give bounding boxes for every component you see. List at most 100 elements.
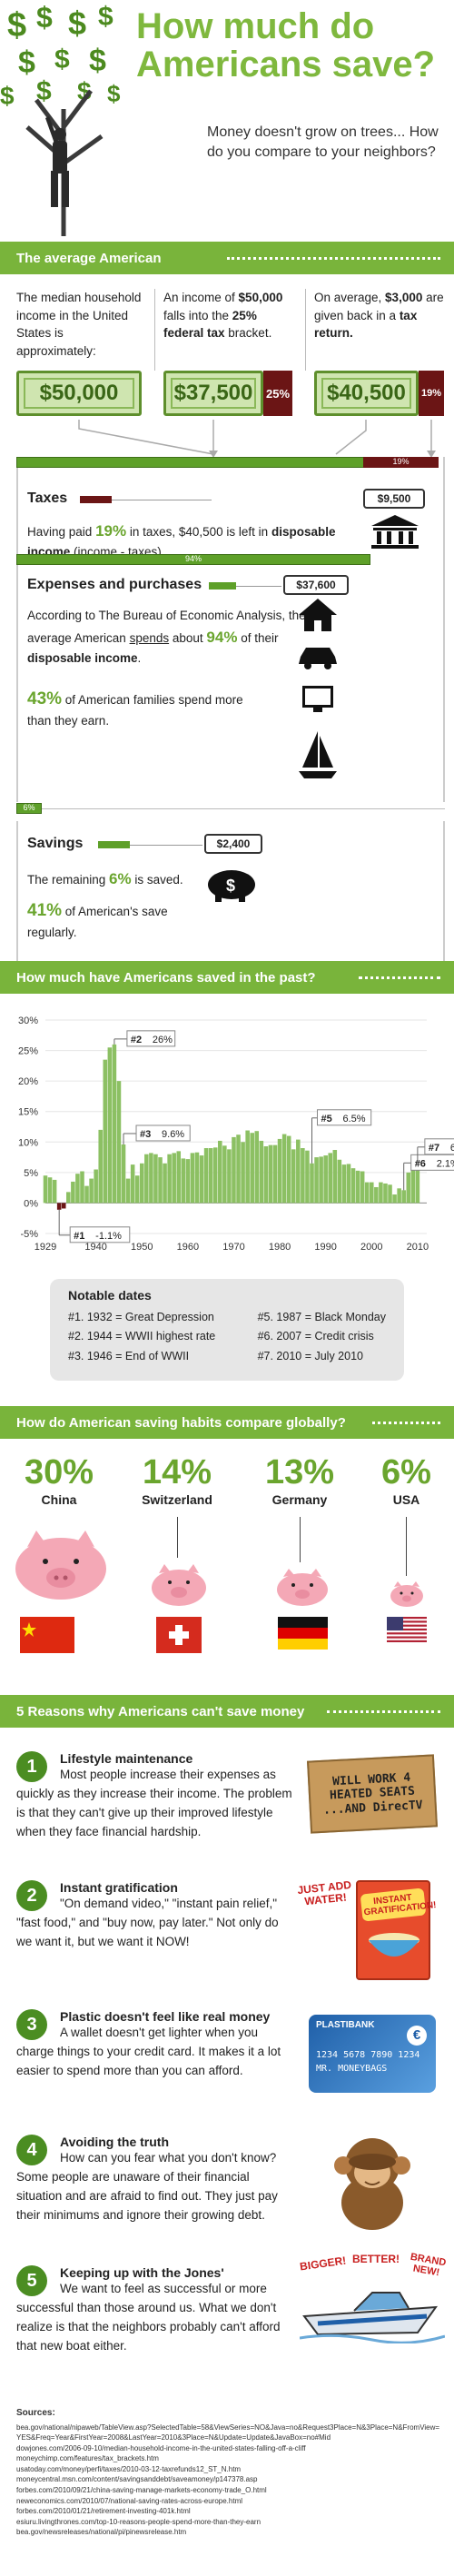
flow-arrows <box>78 420 436 458</box>
data-bar <box>328 1153 333 1204</box>
data-bar <box>350 1168 356 1204</box>
data-bar <box>98 1129 103 1204</box>
source-line: usatoday.com/money/perfi/taxes/2010-03-1… <box>16 2464 242 2473</box>
sources-title: Sources: <box>16 2408 55 2418</box>
y-tick-label: 20% <box>18 1076 38 1087</box>
pig-large-icon <box>15 1531 106 1600</box>
savings-history-chart: 30% 25% 20% 15% 10% 5% 0% -5% 1929 1940 1950 1960 19… <box>18 1016 454 1253</box>
savings-mini-bar <box>98 841 130 848</box>
tv-icon <box>302 686 333 712</box>
sign-text: WILL WORK 4 HEATED SEATS ...AND DirecTV <box>322 1770 423 1818</box>
sailboat-icon <box>299 731 337 778</box>
svg-text:$: $ <box>0 82 15 110</box>
reason-number: 1 <box>16 1751 47 1782</box>
country-rate: 6% <box>381 1453 431 1491</box>
section-global-header: How do American saving habits compare gl… <box>0 1406 454 1439</box>
reason-title: Lifestyle maintenance <box>60 1751 193 1766</box>
data-bar <box>194 1152 200 1204</box>
card-name: MR. MONEYBAGS <box>316 2064 388 2074</box>
savings-stat: 41% of American's save regularly. <box>27 901 168 940</box>
taxes-amount-tag: $9,500 <box>363 489 425 509</box>
card-number: 1234 5678 7890 1234 <box>316 2050 420 2060</box>
annotation-box <box>410 1154 454 1171</box>
purchases-icons <box>299 599 337 778</box>
spending-bar-label: 94% <box>184 554 202 563</box>
annotation-label: #3 <box>140 1129 151 1140</box>
pig-small-icon <box>390 1581 423 1607</box>
reason-title: Avoiding the truth <box>60 2135 170 2149</box>
country-switzerland: 14% Switzerland <box>127 1453 227 1507</box>
data-bar <box>346 1164 351 1204</box>
see-no-evil-monkey-icon <box>334 2138 410 2230</box>
x-tick-label: 1970 <box>222 1242 244 1253</box>
annotation-value: 9.6% <box>162 1129 184 1140</box>
annotation-box <box>135 1125 191 1142</box>
data-bar <box>144 1154 149 1204</box>
data-bar <box>392 1194 397 1204</box>
data-bar <box>52 1179 57 1204</box>
annotation-label: #5 <box>321 1114 331 1125</box>
reason-title: Instant gratification <box>60 1880 178 1895</box>
car-icon <box>299 648 337 669</box>
x-tick-label: 1960 <box>177 1242 199 1253</box>
data-bar <box>130 1164 135 1204</box>
svg-text:$: $ <box>107 80 121 107</box>
data-bar <box>112 1044 117 1204</box>
data-bar <box>291 1149 296 1204</box>
data-bar <box>208 1148 213 1204</box>
return-pct-badge: 19% <box>419 371 444 416</box>
data-bar <box>406 1172 411 1204</box>
notable-dates-box: Notable dates #1. 1932 = Great Depressio… <box>50 1279 404 1381</box>
data-bar <box>397 1188 401 1204</box>
data-bar <box>383 1183 388 1204</box>
median-income-text: The median household income in the Unite… <box>16 291 142 358</box>
data-bar <box>301 1148 305 1204</box>
data-bar <box>125 1178 131 1204</box>
data-bar <box>185 1159 191 1204</box>
source-line: dowjones.com/2006-09-10/median-household… <box>16 2443 306 2452</box>
savings-bar <box>16 803 42 814</box>
source-line: bea.gov/newsreleases/national/pi/pinewsr… <box>16 2528 187 2537</box>
data-bar <box>71 1181 75 1204</box>
data-bar <box>415 1164 420 1204</box>
data-bar <box>272 1144 278 1204</box>
data-bar <box>314 1157 319 1204</box>
x-tick-label: 1940 <box>84 1242 106 1253</box>
data-bar <box>310 1163 314 1204</box>
notable-date: #6. 2007 = Credit crisis <box>257 1330 374 1343</box>
data-bar <box>172 1153 176 1204</box>
svg-text:$: $ <box>98 2 114 32</box>
notable-date: #3. 1946 = End of WWII <box>68 1349 190 1362</box>
country-name: Germany <box>271 1492 328 1507</box>
expenses-connector <box>236 586 281 587</box>
data-bar <box>66 1192 71 1204</box>
data-bar <box>94 1169 98 1204</box>
annotation-label: #2 <box>131 1035 142 1045</box>
tax-bar-segment <box>363 457 439 468</box>
data-bar <box>360 1171 365 1204</box>
section-reasons-header: 5 Reasons why Americans can't save money <box>0 1695 454 1728</box>
data-bar <box>190 1153 195 1204</box>
usa-flag-icon <box>387 1617 427 1642</box>
boat-word-bigger: BIGGER! <box>299 2254 348 2274</box>
source-line: forbes.com/2010/01/21/retirement-investi… <box>16 2507 191 2516</box>
data-bar <box>296 1139 301 1204</box>
just-add-water-label: JUST ADD WATER! <box>296 1878 352 1908</box>
reason-title: Keeping up with the Jones' <box>60 2265 224 2280</box>
dotted-divider <box>359 976 440 979</box>
disposable-income-bar <box>16 554 370 565</box>
annotation-box <box>316 1109 372 1126</box>
data-bar <box>305 1150 310 1204</box>
savings-connector <box>130 845 202 846</box>
savings-title: Savings <box>27 836 84 851</box>
bill-37500: $37,500 <box>163 371 263 416</box>
pig-medium-icon <box>152 1564 206 1606</box>
annotation-label: #6 <box>415 1158 426 1169</box>
svg-text:$: $ <box>68 5 86 42</box>
notable-date: #1. 1932 = Great Depression <box>68 1311 214 1323</box>
data-bar <box>232 1136 236 1204</box>
country-name: China <box>41 1492 77 1507</box>
x-tick-label: 1929 <box>35 1242 56 1253</box>
header-tree-illustration: $ $ $ $ $ $ $ $ $ $ $ <box>0 0 127 236</box>
boat-word-brand-new: BRAND NEW! <box>409 2251 448 2279</box>
